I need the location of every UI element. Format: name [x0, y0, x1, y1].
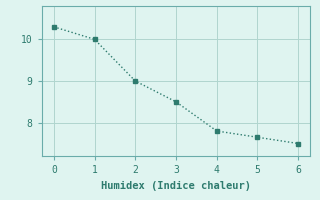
- X-axis label: Humidex (Indice chaleur): Humidex (Indice chaleur): [101, 181, 251, 191]
